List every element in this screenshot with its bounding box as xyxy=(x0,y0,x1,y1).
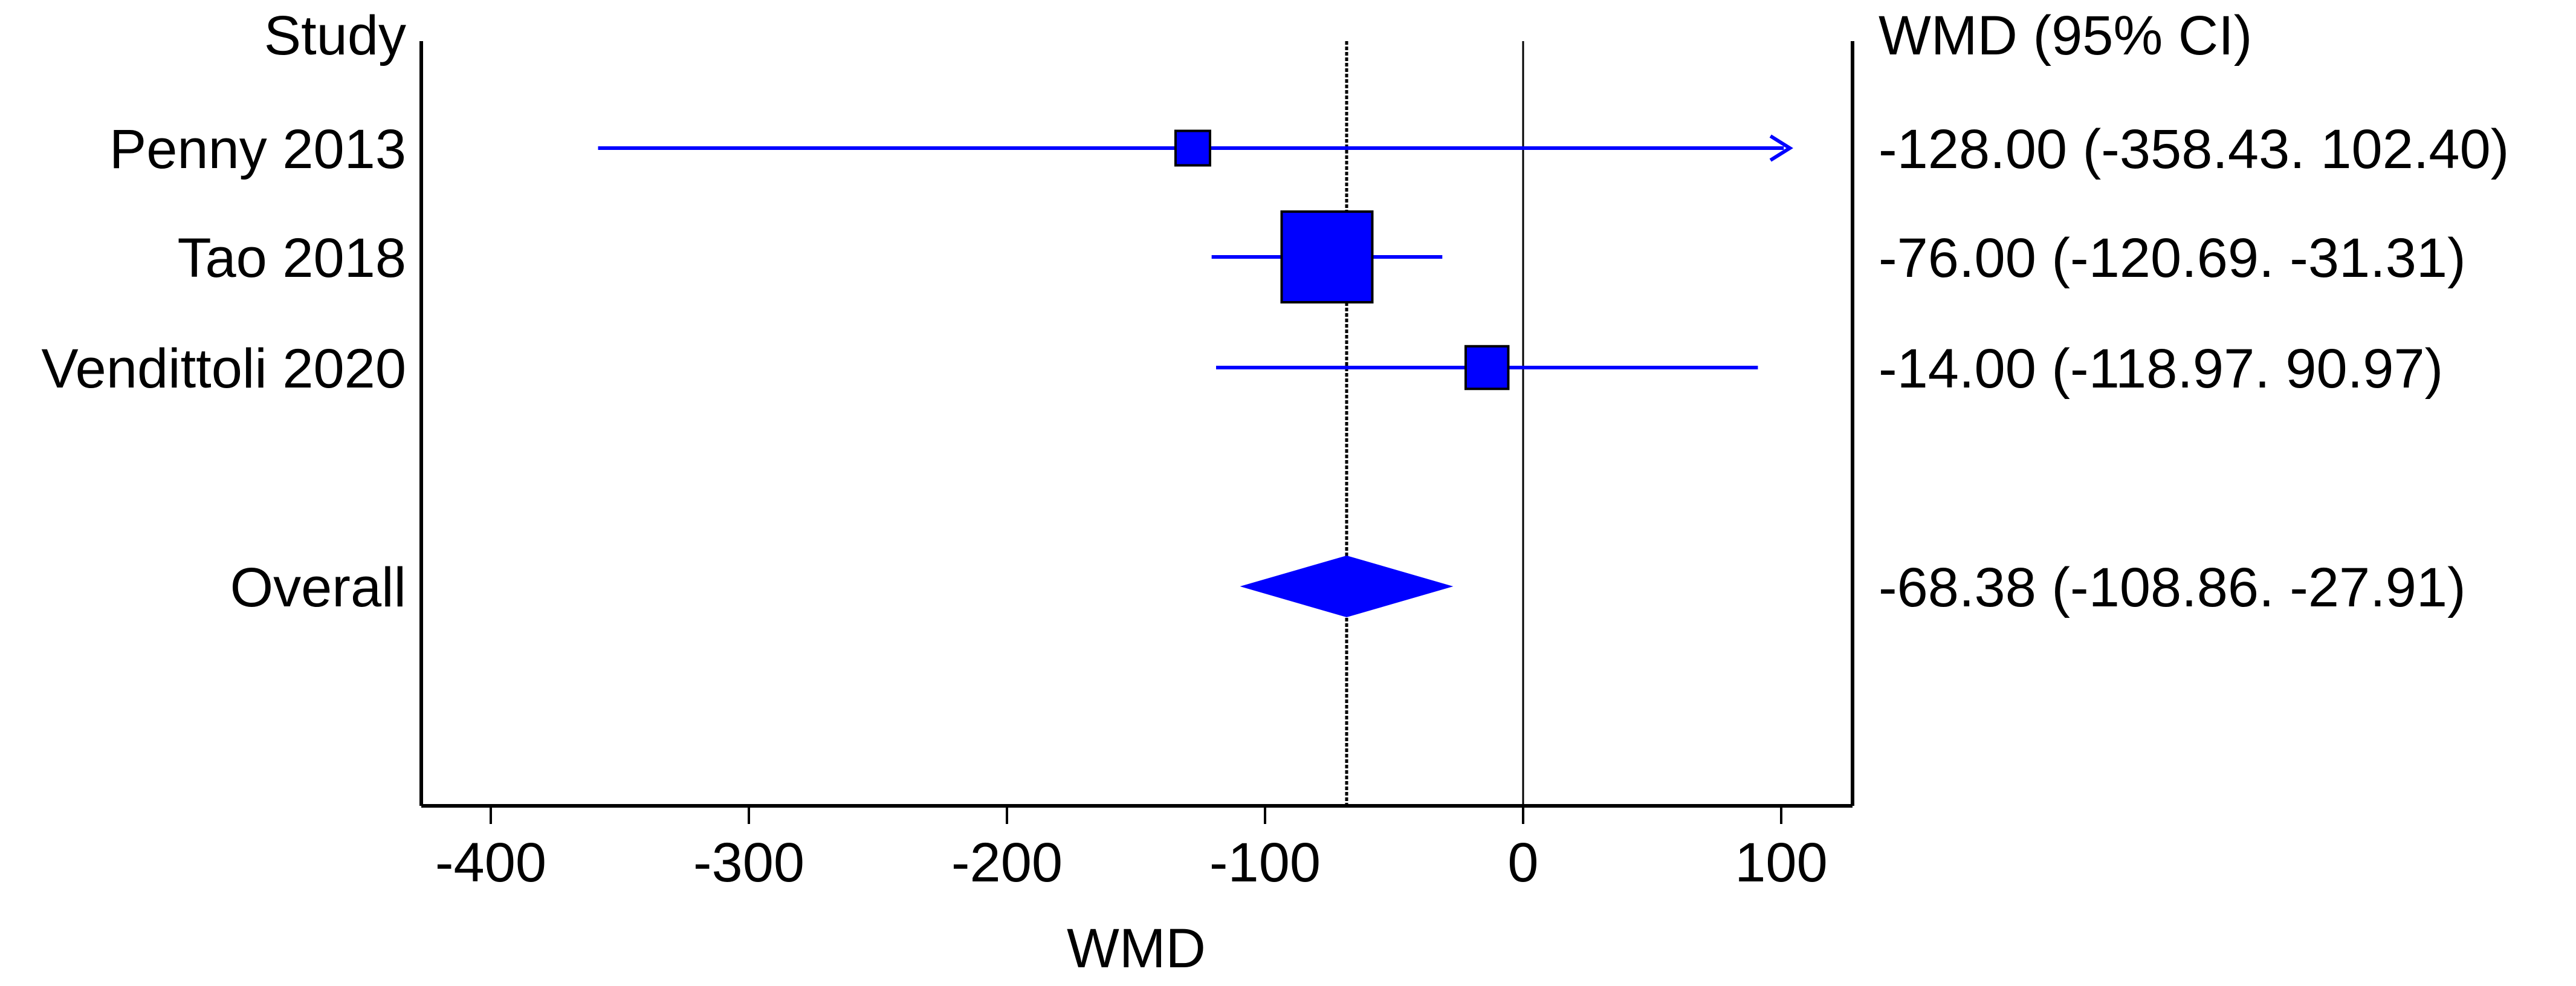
x-tick-label: -300 xyxy=(693,832,804,894)
study-weight-marker xyxy=(1174,129,1211,167)
x-axis-label: WMD xyxy=(1067,918,1206,979)
study-row: Vendittoli 2020 -14.00 (-118.97. 90.97) xyxy=(41,338,2443,400)
study-estimate-label: -14.00 (-118.97. 90.97) xyxy=(1879,338,2443,400)
study-column-header: Study xyxy=(264,5,406,66)
x-tick-label: 0 xyxy=(1507,832,1538,894)
study-row: Penny 2013 -128.00 (-358.43. 102.40) xyxy=(109,118,2510,180)
study-name: Tao 2018 xyxy=(177,227,406,289)
study-estimate-label: -128.00 (-358.43. 102.40) xyxy=(1879,118,2509,180)
study-weight-marker xyxy=(1280,210,1374,303)
overall-name: Overall xyxy=(230,557,406,618)
study-name: Penny 2013 xyxy=(109,118,406,180)
study-estimate-label: -76.00 (-120.69. -31.31) xyxy=(1879,227,2466,289)
x-tick-label: -200 xyxy=(951,832,1063,894)
x-tick-label: -100 xyxy=(1209,832,1321,894)
x-tick-label: 100 xyxy=(1735,832,1828,894)
study-row: Tao 2018 -76.00 (-120.69. -31.31) xyxy=(177,210,2466,303)
overall-estimate-label: -68.38 (-108.86. -27.91) xyxy=(1879,557,2466,618)
estimate-column-header: WMD (95% CI) xyxy=(1879,5,2252,66)
ci-arrow-head xyxy=(1769,134,1793,162)
overall-diamond xyxy=(1240,555,1454,618)
x-tick-label: -400 xyxy=(435,832,546,894)
study-name: Vendittoli 2020 xyxy=(41,338,406,400)
study-weight-marker xyxy=(1464,345,1510,391)
